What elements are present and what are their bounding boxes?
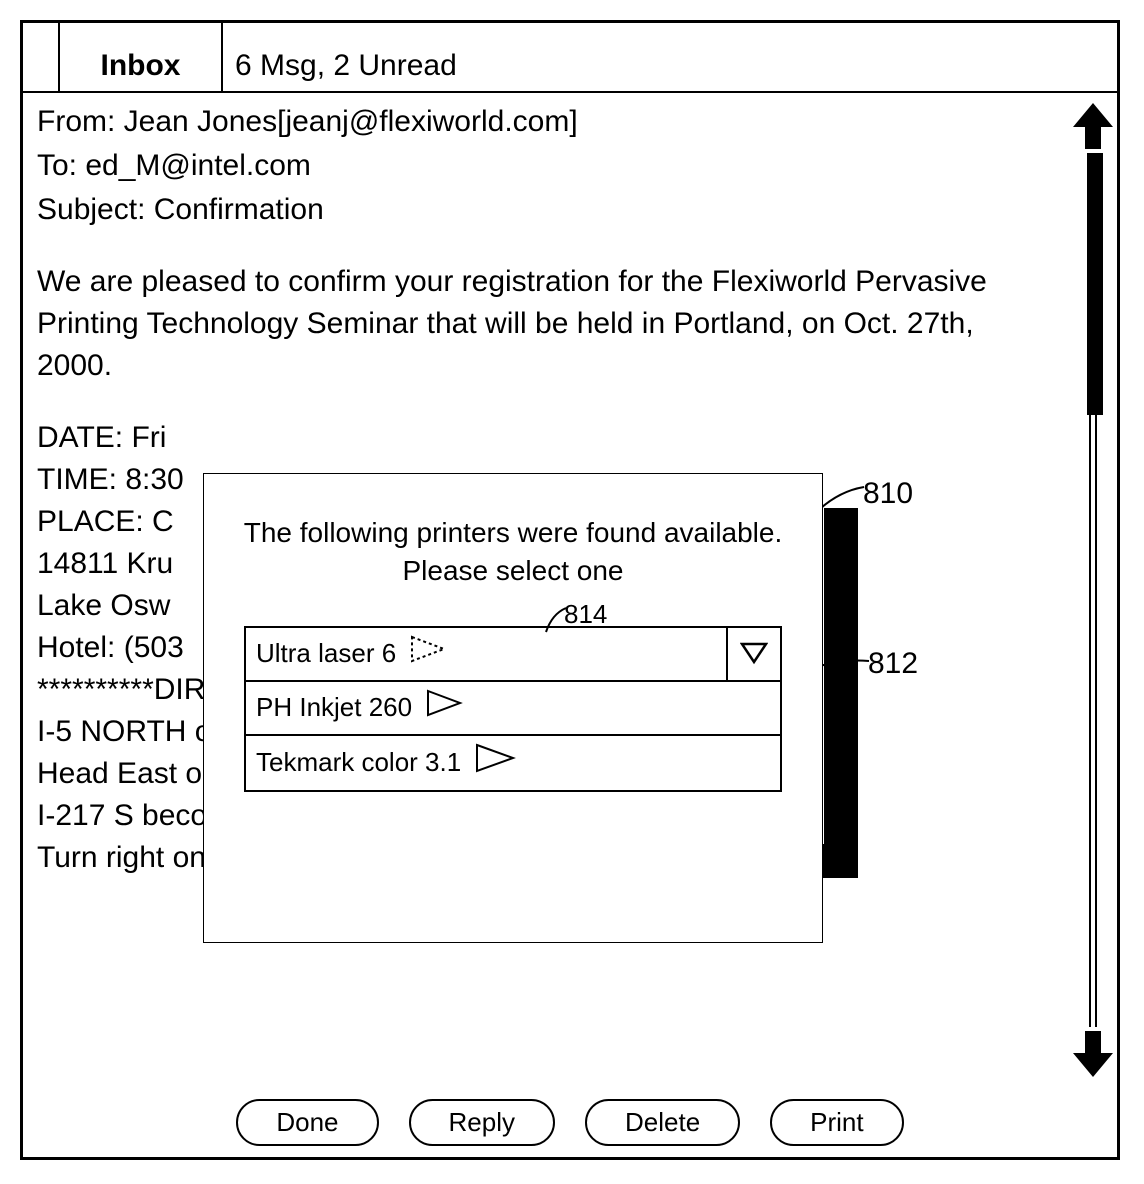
- email-body: From: Jean Jones[jeanj@flexiworld.com] T…: [23, 93, 1069, 1087]
- callout-812: 812: [868, 643, 918, 685]
- callout-814-wrap: 814: [204, 600, 822, 620]
- printer-option-label: Ultra laser 6: [256, 635, 396, 671]
- chevron-down-icon: [740, 642, 768, 666]
- done-button-label: Done: [276, 1107, 338, 1137]
- inbox-tab-label: Inbox: [101, 49, 181, 83]
- inbox-tab[interactable]: Inbox: [58, 20, 223, 91]
- email-paragraph: We are pleased to confirm your registrat…: [37, 261, 1017, 387]
- printer-select-popup: The following printers were found availa…: [203, 473, 823, 943]
- play-icon: [410, 635, 450, 672]
- dropdown-toggle[interactable]: [726, 628, 780, 680]
- reply-button[interactable]: Reply: [409, 1099, 555, 1146]
- printer-option-label: Tekmark color 3.1: [256, 744, 461, 780]
- popup-message: The following printers were found availa…: [204, 474, 822, 600]
- from-line: From: Jean Jones[jeanj@flexiworld.com]: [37, 101, 1055, 143]
- play-icon: [426, 689, 466, 726]
- done-button[interactable]: Done: [236, 1099, 378, 1146]
- printer-option-selected[interactable]: Ultra laser 6: [246, 628, 780, 682]
- print-button-label: Print: [810, 1107, 863, 1137]
- inbox-status: 6 Msg, 2 Unread: [223, 23, 457, 91]
- scroll-down-icon[interactable]: [1073, 1031, 1113, 1077]
- print-button[interactable]: Print: [770, 1099, 903, 1146]
- email-window: Inbox 6 Msg, 2 Unread From: Jean Jones[j…: [20, 20, 1120, 1160]
- inbox-status-text: 6 Msg, 2 Unread: [235, 49, 457, 83]
- spacer: [37, 389, 1055, 417]
- printer-option[interactable]: Tekmark color 3.1: [246, 736, 780, 790]
- printer-option-label: PH Inkjet 260: [256, 689, 412, 725]
- subject-line: Subject: Confirmation: [37, 189, 1055, 231]
- header-bar: Inbox 6 Msg, 2 Unread: [23, 23, 1117, 93]
- play-icon: [475, 743, 519, 782]
- scroll-thumb[interactable]: [1087, 153, 1103, 415]
- scroll-track[interactable]: [1089, 153, 1097, 1027]
- body-line: DATE: Fri: [37, 417, 1055, 459]
- printer-dropdown[interactable]: Ultra laser 6 PH Inkjet 260: [244, 626, 782, 792]
- content-area: From: Jean Jones[jeanj@flexiworld.com] T…: [23, 93, 1117, 1087]
- to-line: To: ed_M@intel.com: [37, 145, 1055, 187]
- reply-button-label: Reply: [449, 1107, 515, 1137]
- scroll-up-icon[interactable]: [1073, 103, 1113, 149]
- callout-810: 810: [863, 473, 913, 515]
- scrollbar[interactable]: [1069, 93, 1117, 1087]
- printer-option[interactable]: PH Inkjet 260: [246, 682, 780, 736]
- footer-toolbar: Done Reply Delete Print: [23, 1087, 1117, 1157]
- delete-button[interactable]: Delete: [585, 1099, 740, 1146]
- delete-button-label: Delete: [625, 1107, 700, 1137]
- spacer: [37, 233, 1055, 261]
